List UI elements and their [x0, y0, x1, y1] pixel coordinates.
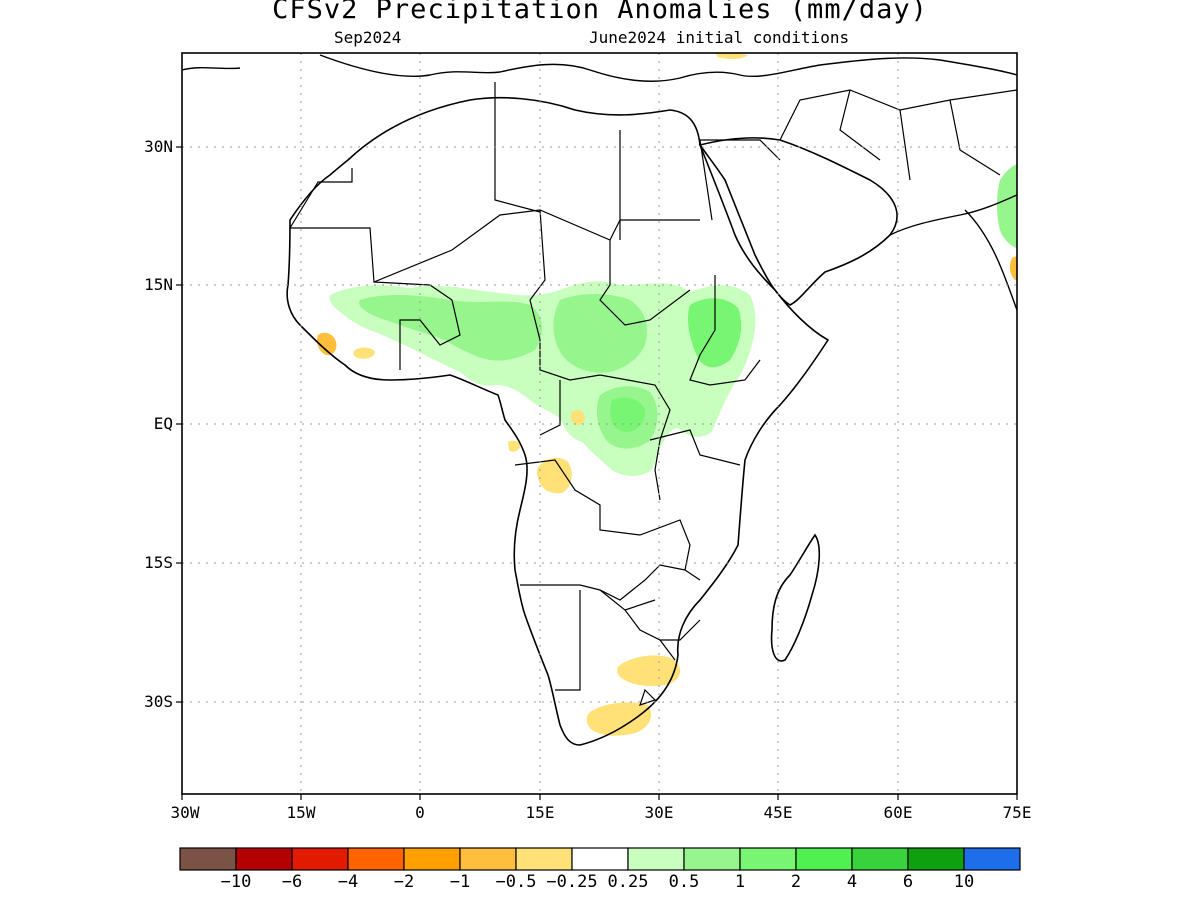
colorbar-label: 6 [902, 872, 914, 892]
colorbar-label: 2 [790, 872, 802, 892]
dry-anomaly-cameroon [508, 440, 520, 452]
colorbar-label: 4 [846, 872, 858, 892]
colorbar-label: 0.5 [668, 872, 700, 892]
lat-label-15s: 15S [144, 553, 173, 572]
wet-anomaly-congo-core [610, 397, 646, 432]
wet-anomaly-core-east [687, 298, 742, 368]
lon-label-45e: 45E [763, 803, 793, 822]
arabia-coastline [698, 137, 898, 306]
colorbar-swatch [795, 847, 853, 871]
map-title: CFSv2 Precipitation Anomalies (mm/day) [272, 0, 928, 25]
colorbar-swatch [739, 847, 797, 871]
colorbar-label: −1 [449, 872, 471, 892]
axis-ticks [176, 146, 1018, 800]
lon-label-60e: 60E [883, 803, 913, 822]
lon-label-75e: 75E [1002, 803, 1032, 822]
colorbar-label: 10 [953, 872, 975, 892]
lat-label-eq: EQ [153, 414, 173, 433]
colorbar-label: 0.25 [607, 872, 649, 892]
country-borders [288, 82, 1017, 706]
dry-anomaly-west-india [1009, 256, 1017, 281]
dry-anomaly-cape [586, 702, 652, 736]
lon-label-30e: 30E [644, 803, 674, 822]
colorbar-swatch [851, 847, 909, 871]
lon-label-15e: 15E [525, 803, 555, 822]
colorbar-swatch [627, 847, 685, 871]
colorbar-swatch [403, 847, 461, 871]
colorbar-swatch [347, 847, 405, 871]
colorbar-swatch [963, 847, 1021, 871]
colorbar-label: −2 [393, 872, 415, 892]
lon-label-15w: 15W [286, 803, 316, 822]
colorbar-label: 1 [734, 872, 746, 892]
colorbar-label: −0.25 [546, 872, 598, 892]
lat-label-15n: 15N [144, 275, 173, 294]
graticule [182, 53, 1017, 794]
forecast-month: Sep2024 [334, 28, 402, 47]
wet-anomaly-india [997, 164, 1017, 249]
colorbar-swatch [179, 847, 237, 871]
dry-anomaly-med [715, 53, 748, 60]
colorbar-label: −6 [281, 872, 303, 892]
europe-coastline [182, 54, 1017, 82]
initial-conditions: June2024 initial conditions [589, 28, 850, 47]
wet-anomaly-core-west [359, 295, 542, 361]
madagascar-coastline [770, 533, 821, 662]
colorbar-label: −0.5 [495, 872, 537, 892]
lat-label-30s: 30S [144, 692, 173, 711]
colorbar-label: −10 [220, 872, 252, 892]
colorbar-swatch [235, 847, 293, 871]
colorbar-swatch [907, 847, 965, 871]
dry-anomaly-gabon [570, 410, 585, 426]
colorbar-label: −4 [337, 872, 359, 892]
wet-anomaly-core-central [553, 294, 647, 373]
dry-anomaly-liberia [353, 347, 375, 359]
india-coastline [964, 209, 1017, 311]
colorbar-swatch [459, 847, 517, 871]
colorbar-swatch [683, 847, 741, 871]
lat-label-30n: 30N [144, 137, 173, 156]
africa-coastline [286, 96, 829, 746]
dry-anomaly-angola [536, 457, 572, 494]
colorbar-swatch [291, 847, 349, 871]
lon-label-0: 0 [415, 803, 425, 822]
colorbar-swatch [571, 847, 629, 871]
dry-anomaly-guinea [316, 332, 337, 356]
caspian-iran-coastline [889, 194, 1017, 236]
lon-label-30w: 30W [170, 803, 200, 822]
dry-anomaly-highveld [617, 655, 681, 687]
colorbar-swatch [515, 847, 573, 871]
